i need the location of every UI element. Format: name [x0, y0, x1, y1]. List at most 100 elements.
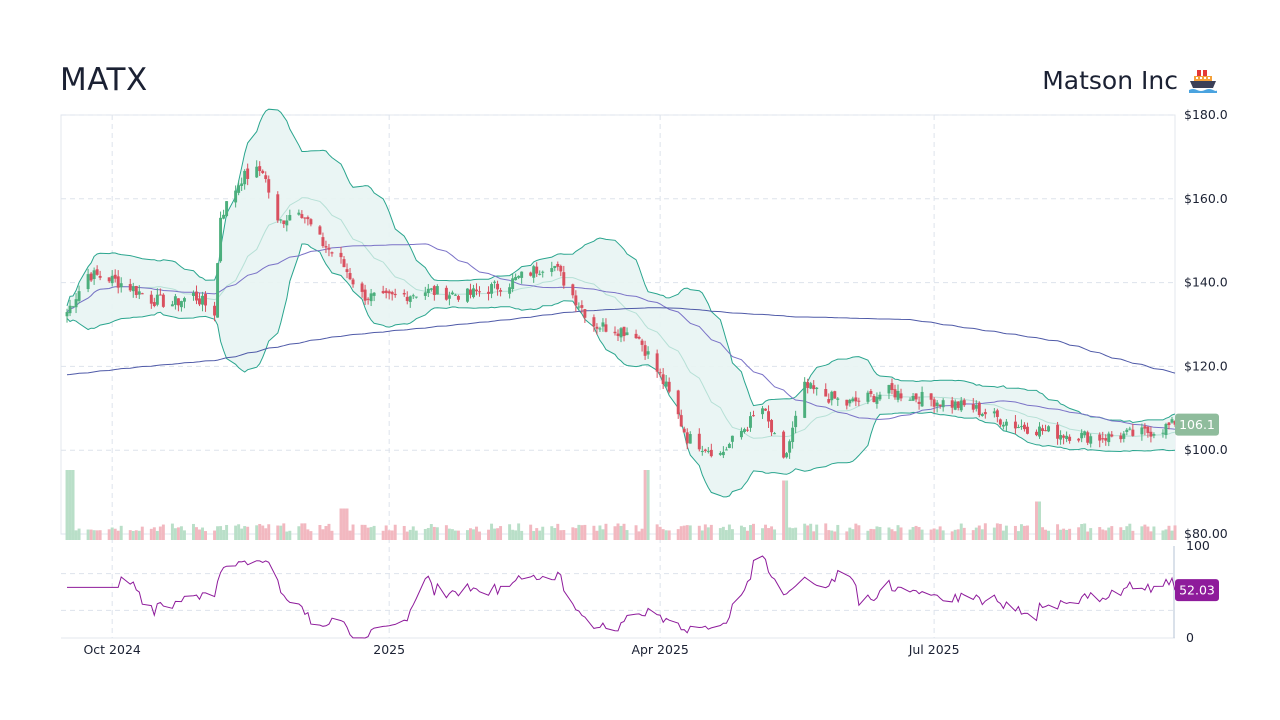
candle-body	[297, 212, 301, 215]
volume-bar	[89, 529, 93, 540]
volume-bar	[794, 527, 798, 540]
volume-bar	[381, 530, 385, 540]
candle-body	[285, 220, 289, 226]
candle-body	[553, 265, 557, 268]
candle-body	[827, 399, 831, 403]
candle-body	[258, 166, 262, 172]
candle-body	[1164, 424, 1168, 436]
candle-body	[1149, 431, 1153, 437]
volume-bar	[1056, 524, 1060, 540]
candle-body	[478, 291, 481, 293]
volume-bar	[478, 531, 481, 540]
candle-body	[878, 394, 882, 400]
volume-bar	[929, 529, 933, 540]
volume-bar	[520, 530, 524, 540]
volume-bar	[962, 527, 966, 540]
volume-bar	[170, 523, 174, 540]
rsi-line	[67, 555, 1176, 639]
candle-body	[1152, 434, 1156, 436]
volume-bar	[300, 523, 304, 540]
candle-body	[161, 294, 165, 307]
candle-body	[920, 391, 924, 407]
candle-body	[872, 395, 876, 403]
volume-bar	[788, 527, 792, 540]
candle-body	[613, 331, 617, 334]
candle-body	[956, 401, 960, 408]
volume-bar	[342, 508, 346, 540]
volume-bar	[1125, 526, 1129, 540]
candle-body	[1038, 426, 1041, 437]
candle-body	[1110, 434, 1114, 437]
price-tick-label: $180.0	[1184, 107, 1228, 122]
candle-body	[625, 332, 629, 336]
candle-body	[261, 170, 265, 174]
candle-body	[137, 291, 141, 295]
volume-bar	[107, 529, 111, 540]
candle-body	[1125, 429, 1129, 432]
candle-body	[1025, 426, 1029, 434]
candle-body	[201, 295, 204, 305]
candle-body	[658, 372, 662, 374]
volume-bar	[176, 527, 180, 540]
candle-body	[179, 301, 183, 308]
candle-body	[134, 285, 138, 295]
candle-body	[941, 400, 945, 408]
volume-bar	[782, 480, 786, 540]
volume-bar	[535, 528, 539, 540]
volume-bar	[219, 526, 223, 540]
candle-body	[592, 317, 596, 327]
volume-bar	[152, 527, 156, 540]
volume-bar	[297, 526, 301, 540]
rsi-tick-label: 100	[1186, 538, 1210, 553]
candle-body	[646, 351, 650, 355]
volume-bar	[213, 530, 217, 540]
volume-bar	[240, 528, 244, 540]
volume-bar	[1128, 523, 1132, 540]
volume-bar	[848, 527, 852, 540]
candle-body	[845, 399, 849, 406]
volume-bar	[1004, 525, 1008, 540]
volume-bar	[140, 526, 144, 540]
candle-body	[541, 271, 545, 273]
volume-bar	[938, 526, 942, 540]
volume-bar	[830, 530, 834, 540]
candle-body	[222, 214, 226, 219]
company-name: Matson Inc	[1042, 66, 1178, 95]
candle-body	[113, 274, 117, 279]
candle-body	[908, 399, 912, 401]
candle-body	[158, 294, 162, 296]
volume-bar	[571, 527, 575, 540]
volume-bar	[1104, 530, 1108, 540]
candle-body	[475, 289, 478, 292]
volume-bar	[158, 526, 162, 540]
last-price-badge	[1175, 413, 1219, 436]
volume-bar	[408, 529, 412, 540]
volume-bar	[330, 530, 334, 540]
candle-body	[983, 412, 987, 415]
candle-body	[327, 247, 331, 250]
candle-body	[745, 429, 749, 431]
volume-bar	[950, 531, 954, 540]
candle-body	[718, 453, 722, 455]
candle-body	[1119, 435, 1123, 440]
volume-bar	[517, 523, 521, 540]
candle-body	[634, 333, 638, 339]
date-tick-label: Apr 2025	[631, 642, 688, 657]
candle-body	[1065, 435, 1069, 440]
volume-bar	[366, 527, 370, 540]
volume-bar	[845, 531, 849, 540]
candle-body	[992, 411, 996, 414]
candle-body	[550, 268, 554, 272]
volume-bar	[956, 529, 960, 540]
volume-bar	[1083, 523, 1087, 540]
ship-icon	[1189, 69, 1217, 93]
bollinger-middle-line	[66, 197, 1176, 439]
volume-bar	[977, 525, 981, 540]
sma-short-line	[66, 243, 1176, 430]
last-rsi-badge	[1175, 579, 1219, 602]
candle-body	[977, 402, 981, 416]
volume-bar	[134, 530, 138, 540]
candle-body	[914, 393, 918, 400]
volume-bar	[303, 523, 307, 540]
candle-body	[198, 298, 201, 305]
